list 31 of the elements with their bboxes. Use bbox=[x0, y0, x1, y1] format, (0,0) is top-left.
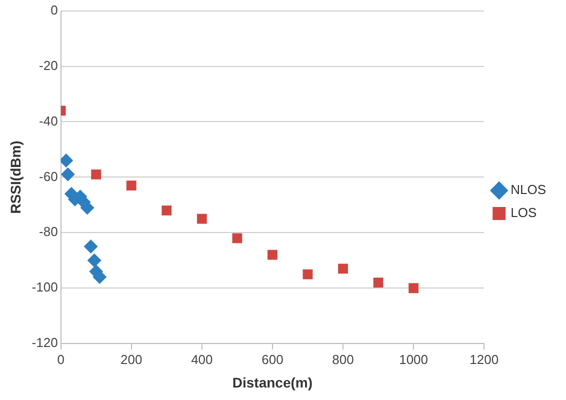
x-axis-title: Distance(m) bbox=[232, 374, 313, 390]
point bbox=[87, 253, 102, 268]
y-tick-label: -60 bbox=[39, 168, 58, 184]
legend-label: LOS bbox=[510, 205, 537, 220]
x-tick-label: 1200 bbox=[470, 352, 499, 367]
point bbox=[373, 278, 384, 288]
point bbox=[60, 167, 75, 182]
point bbox=[162, 206, 172, 216]
y-tick-label: -40 bbox=[39, 113, 58, 128]
x-tick-label: 1000 bbox=[399, 352, 428, 367]
legend-label: NLOS bbox=[510, 182, 546, 198]
point bbox=[60, 154, 74, 168]
y-tick-label: -80 bbox=[39, 224, 58, 240]
x-tick-label: 800 bbox=[332, 352, 354, 367]
point bbox=[338, 264, 348, 274]
x-tick-label: 400 bbox=[191, 352, 213, 367]
point bbox=[408, 283, 418, 294]
y-tick-label: -20 bbox=[39, 58, 58, 73]
y-tick-label: -100 bbox=[32, 280, 58, 295]
y-tick-label: -120 bbox=[32, 335, 58, 350]
point bbox=[126, 180, 136, 190]
point bbox=[196, 214, 207, 224]
x-tick-label: 200 bbox=[120, 352, 142, 367]
point bbox=[232, 233, 242, 244]
point bbox=[302, 269, 313, 280]
point bbox=[91, 169, 102, 180]
y-axis-title: RSSI(dBm) bbox=[7, 140, 24, 214]
point bbox=[84, 240, 98, 254]
y-tick-label: 0 bbox=[50, 2, 58, 18]
x-tick-label: 600 bbox=[262, 352, 284, 367]
point bbox=[268, 250, 278, 260]
